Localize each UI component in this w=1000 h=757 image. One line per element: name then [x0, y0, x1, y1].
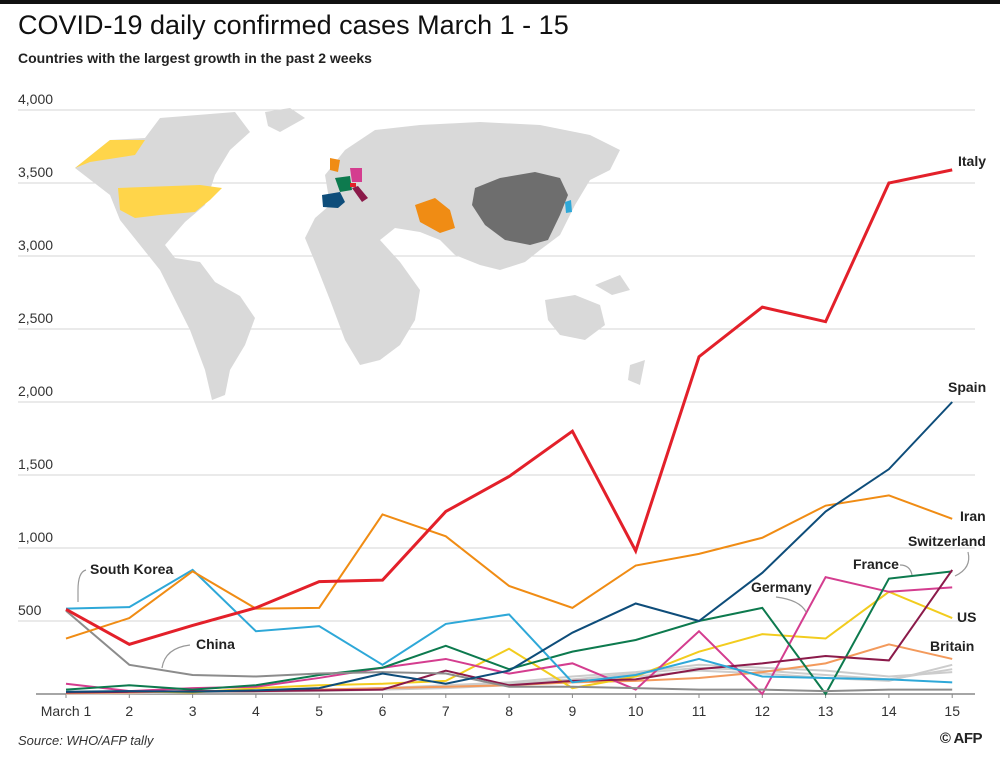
- series-line-spain: [65, 401, 953, 693]
- x-tick-label: 6: [379, 703, 387, 719]
- x-tick-label: 3: [189, 703, 197, 719]
- series-label: Germany: [751, 579, 812, 595]
- series-lines: [65, 168, 954, 696]
- top-rule: [0, 0, 1000, 4]
- map-land: [265, 108, 305, 132]
- series-line-iran: [65, 494, 953, 640]
- series-label: Spain: [948, 379, 986, 395]
- series-label: US: [957, 609, 976, 625]
- x-tick-label: 9: [569, 703, 577, 719]
- x-tick-label: 15: [944, 703, 960, 719]
- x-axis: March 1 2 3 4 5 6 7 8 9 10 11 12 13 14 15: [36, 693, 975, 719]
- leader-line: [775, 596, 807, 613]
- x-tick-label: 11: [692, 703, 707, 719]
- x-tick-label: 13: [818, 703, 834, 719]
- map-land: [545, 295, 605, 340]
- series-line-france: [65, 570, 953, 696]
- x-tick-label: 10: [628, 703, 644, 719]
- series-label: South Korea: [90, 561, 173, 577]
- source-note: Source: WHO/AFP tally: [18, 733, 154, 748]
- map-land: [595, 275, 630, 295]
- x-tick-label: 12: [755, 703, 771, 719]
- y-tick-label: 4,000: [18, 91, 53, 107]
- map-country-iran: [415, 198, 455, 233]
- map-country-china: [472, 172, 568, 245]
- y-tick-label: 2,000: [18, 383, 53, 399]
- leader-line: [954, 551, 970, 577]
- x-tick-label: 5: [315, 703, 323, 719]
- map-country-spain: [322, 192, 345, 208]
- map-country-switzerland: [350, 183, 356, 187]
- map-land: [628, 360, 645, 385]
- map-country-south-korea: [565, 200, 572, 213]
- leader-line: [77, 569, 87, 602]
- series-line-china: [65, 610, 953, 693]
- x-tick-label: 7: [442, 703, 450, 719]
- y-tick-label: 2,500: [18, 310, 53, 326]
- map-country-france: [335, 176, 352, 192]
- map-country-germany: [350, 168, 362, 182]
- y-tick-label: 1,000: [18, 529, 53, 545]
- x-tick-label: 2: [125, 703, 133, 719]
- afp-credit: © AFP: [939, 730, 983, 747]
- series-label: Italy: [958, 153, 986, 169]
- x-tick-label: 4: [252, 703, 260, 719]
- y-axis: 500 1,000 1,500 2,000 2,500 3,000 3,500 4,000: [18, 91, 53, 618]
- x-tick-label: 14: [881, 703, 897, 719]
- world-map-inset: [75, 108, 645, 400]
- series-line-south-korea: [65, 568, 953, 684]
- x-tick-label: March 1: [41, 703, 92, 719]
- series-line-italy: [65, 168, 953, 646]
- map-country-britain: [330, 158, 340, 172]
- chart-subtitle: Countries with the largest growth in the…: [18, 50, 372, 66]
- y-tick-label: 3,000: [18, 237, 53, 253]
- series-label: Iran: [960, 508, 986, 524]
- series-label: France: [853, 556, 899, 572]
- leader-line: [899, 564, 913, 576]
- y-tick-label: 3,500: [18, 164, 53, 180]
- series-label: Britain: [930, 638, 974, 654]
- y-tick-label: 500: [18, 602, 42, 618]
- chart-title: COVID-19 daily confirmed cases March 1 -…: [18, 10, 569, 40]
- annotations: South Korea China Germany France Switzerland…: [77, 153, 986, 669]
- map-country-italy: [352, 186, 368, 202]
- y-tick-label: 1,500: [18, 456, 53, 472]
- series-label: China: [196, 636, 235, 652]
- x-tick-label: 8: [505, 703, 513, 719]
- series-label: Switzerland: [908, 533, 986, 549]
- leader-line: [161, 644, 191, 669]
- map-country-us: [75, 140, 222, 218]
- map-land: [75, 112, 255, 400]
